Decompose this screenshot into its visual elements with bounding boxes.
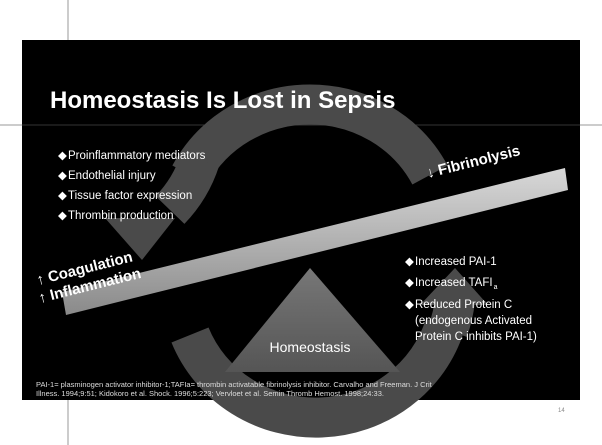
bullet-text: Proinflammatory mediators <box>68 150 206 162</box>
bullet-text: Protein C inhibits PAI-1) <box>415 331 537 343</box>
homeostasis-label: Homeostasis <box>270 339 351 355</box>
slide-title: Homeostasis Is Lost in Sepsis <box>50 87 395 114</box>
bullet-text: Increased PAI-1 <box>415 256 497 268</box>
page: {"slide": { "title": "Homeostasis Is Los… <box>0 0 602 445</box>
bullet-text: Tissue factor expression <box>68 190 192 202</box>
bullet: ◆ <box>405 277 414 289</box>
bullet-text: (endogenous Activated <box>415 315 532 327</box>
bullet: ◆ <box>58 170 67 182</box>
slide-canvas: Homeostasis Is Lost in Sepsis ◆ Proinfla… <box>0 0 602 445</box>
bullet: ◆ <box>405 256 414 268</box>
bullet: ◆ <box>58 190 67 202</box>
bullet-text: Increased TAFI <box>415 277 493 289</box>
subscript: a <box>494 284 498 291</box>
bullet: ◆ <box>58 150 67 162</box>
bullet-text: Reduced Protein C <box>415 299 512 311</box>
bullet: ◆ <box>58 210 67 222</box>
bullet: ◆ <box>405 299 414 311</box>
footnote: Illness. 1994;9:51; Kidokoro et al. Shoc… <box>36 389 384 398</box>
page-number: 14 <box>558 408 565 414</box>
bullet-text: Endothelial injury <box>68 170 156 182</box>
bullet-text: Thrombin production <box>68 210 173 222</box>
footnote: PAI-1= plasminogen activator inhibitor-1… <box>36 380 433 389</box>
